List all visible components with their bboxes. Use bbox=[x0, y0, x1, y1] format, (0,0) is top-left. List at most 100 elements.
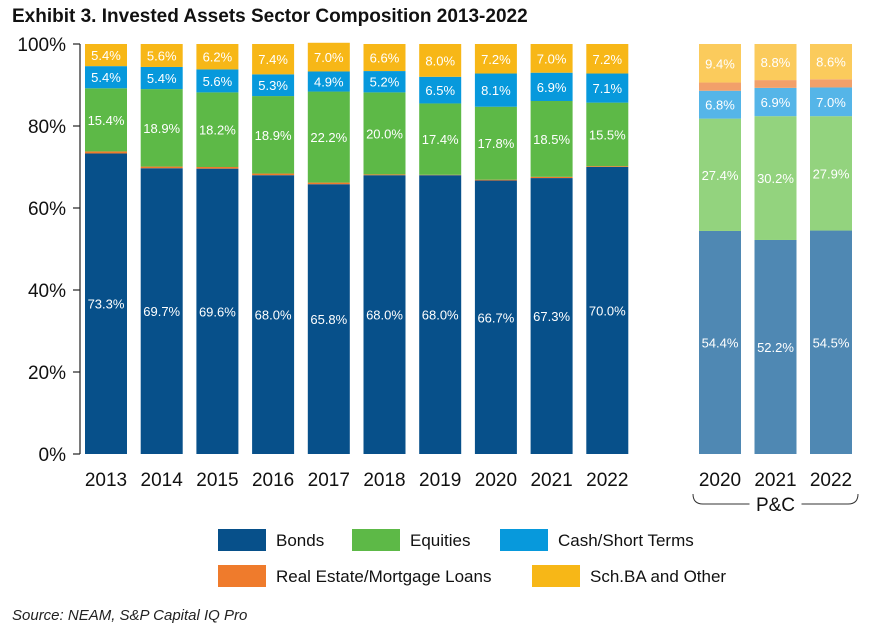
bar-segment bbox=[85, 151, 127, 154]
bar-value-label: 66.7% bbox=[477, 310, 514, 325]
bar-segment bbox=[363, 175, 406, 454]
source-note: Source: NEAM, S&P Capital IQ Pro bbox=[12, 607, 248, 624]
bar-segment bbox=[140, 89, 183, 167]
bar-value-label: 52.2% bbox=[757, 340, 794, 355]
bar-segment bbox=[754, 80, 797, 88]
bar-value-label: 5.3% bbox=[258, 78, 288, 93]
bar-value-label: 7.0% bbox=[537, 51, 567, 66]
group-bracket-left bbox=[692, 493, 750, 505]
bar-value-label: 20.0% bbox=[366, 126, 403, 141]
bar-segment bbox=[252, 173, 295, 176]
bar-segment bbox=[140, 166, 183, 169]
bar-segment bbox=[196, 167, 239, 169]
bar-segment bbox=[699, 90, 741, 119]
legend-swatch bbox=[218, 529, 266, 551]
bar-segment bbox=[474, 106, 517, 180]
bar-segment bbox=[474, 44, 517, 74]
bar-value-label: 68.0% bbox=[422, 308, 459, 323]
bar-value-label: 7.1% bbox=[592, 81, 622, 96]
bar-segment bbox=[196, 44, 239, 70]
x-tick-label: 2021 bbox=[530, 470, 572, 491]
bar-segment bbox=[586, 73, 629, 103]
bar-value-label: 17.8% bbox=[477, 136, 514, 151]
bar-segment bbox=[419, 44, 462, 77]
bar-segment bbox=[252, 175, 295, 454]
x-tick-label: 2020 bbox=[475, 470, 517, 491]
bar-value-label: 65.8% bbox=[310, 312, 347, 327]
bar-value-label: 70.0% bbox=[589, 304, 626, 319]
bar-segment bbox=[810, 87, 852, 117]
bar-value-label: 8.0% bbox=[425, 53, 455, 68]
bar-value-label: 69.7% bbox=[143, 304, 180, 319]
bar-segment bbox=[754, 87, 797, 117]
bar-value-label: 54.4% bbox=[702, 335, 739, 350]
bar-segment bbox=[810, 44, 852, 80]
bar-segment bbox=[252, 96, 295, 174]
bar-value-label: 5.4% bbox=[91, 48, 121, 63]
x-tick-label: 2022 bbox=[810, 470, 852, 491]
y-tick-label: 20% bbox=[28, 363, 66, 384]
bar-value-label: 68.0% bbox=[255, 308, 292, 323]
bar-segment bbox=[586, 167, 629, 454]
x-tick-label: 2015 bbox=[196, 470, 238, 491]
bar-segment bbox=[810, 116, 852, 231]
bar-segment bbox=[140, 44, 183, 67]
bar-value-label: 5.6% bbox=[203, 74, 233, 89]
bar-value-label: 4.9% bbox=[314, 75, 344, 90]
bar-value-label: 68.0% bbox=[366, 308, 403, 323]
bar-segment bbox=[363, 174, 406, 176]
bar-value-label: 7.2% bbox=[592, 52, 622, 67]
legend-label: Sch.BA and Other bbox=[590, 567, 726, 586]
bar-segment bbox=[586, 102, 629, 167]
bar-value-label: 18.2% bbox=[199, 123, 236, 138]
bar-segment bbox=[699, 82, 741, 91]
bar-segment bbox=[419, 103, 462, 175]
bar-segment bbox=[530, 44, 573, 73]
bar-segment bbox=[474, 73, 517, 107]
bar-value-label: 73.3% bbox=[88, 297, 125, 312]
bar-value-label: 27.4% bbox=[702, 168, 739, 183]
bar-value-label: 6.5% bbox=[425, 83, 455, 98]
bar-value-label: 54.5% bbox=[813, 335, 850, 350]
bar-segment bbox=[140, 168, 183, 455]
bar-value-label: 18.9% bbox=[255, 128, 292, 143]
y-tick-label: 80% bbox=[28, 117, 66, 138]
legend-swatch bbox=[218, 565, 266, 587]
legend-swatch bbox=[532, 565, 580, 587]
bar-value-label: 69.6% bbox=[199, 304, 236, 319]
bar-segment bbox=[530, 72, 573, 101]
y-tick-label: 60% bbox=[28, 199, 66, 220]
bar-segment bbox=[196, 69, 239, 93]
bar-value-label: 8.8% bbox=[761, 55, 791, 70]
bar-value-label: 6.6% bbox=[370, 51, 400, 66]
bar-segment bbox=[307, 182, 350, 185]
bar-segment bbox=[754, 239, 797, 454]
group-label: P&C bbox=[756, 495, 795, 516]
bar-value-label: 27.9% bbox=[813, 166, 850, 181]
bar-segment bbox=[419, 76, 462, 104]
bar-segment bbox=[810, 79, 852, 88]
bar-segment bbox=[307, 71, 350, 92]
bar-value-label: 15.5% bbox=[589, 127, 626, 142]
bar-value-label: 17.4% bbox=[422, 132, 459, 147]
bar-segment bbox=[363, 92, 406, 175]
bar-value-label: 18.5% bbox=[533, 132, 570, 147]
bar-value-label: 5.2% bbox=[370, 75, 400, 90]
bar-value-label: 8.6% bbox=[816, 55, 846, 70]
bar-segment bbox=[419, 175, 462, 454]
bar-segment bbox=[363, 71, 406, 93]
bar-value-label: 18.9% bbox=[143, 121, 180, 136]
bar-value-label: 22.2% bbox=[310, 130, 347, 145]
bar-value-label: 5.4% bbox=[147, 71, 177, 86]
bar-segment bbox=[586, 44, 629, 74]
bar-segment bbox=[474, 179, 517, 181]
legend-label: Real Estate/Mortgage Loans bbox=[276, 567, 491, 586]
x-tick-label: 2021 bbox=[754, 470, 796, 491]
legend-label: Equities bbox=[410, 531, 470, 550]
stacked-bar-chart: 0% 20% 40% 60% 80% 100% 73.3% 15.4% 5.4% 5.4% 2013… bbox=[17, 35, 859, 587]
bar-value-label: 9.4% bbox=[705, 56, 735, 71]
bar-segment bbox=[530, 178, 573, 454]
y-tick-label: 0% bbox=[39, 445, 67, 466]
bar-value-label: 30.2% bbox=[757, 171, 794, 186]
bar-value-label: 7.2% bbox=[481, 52, 511, 67]
